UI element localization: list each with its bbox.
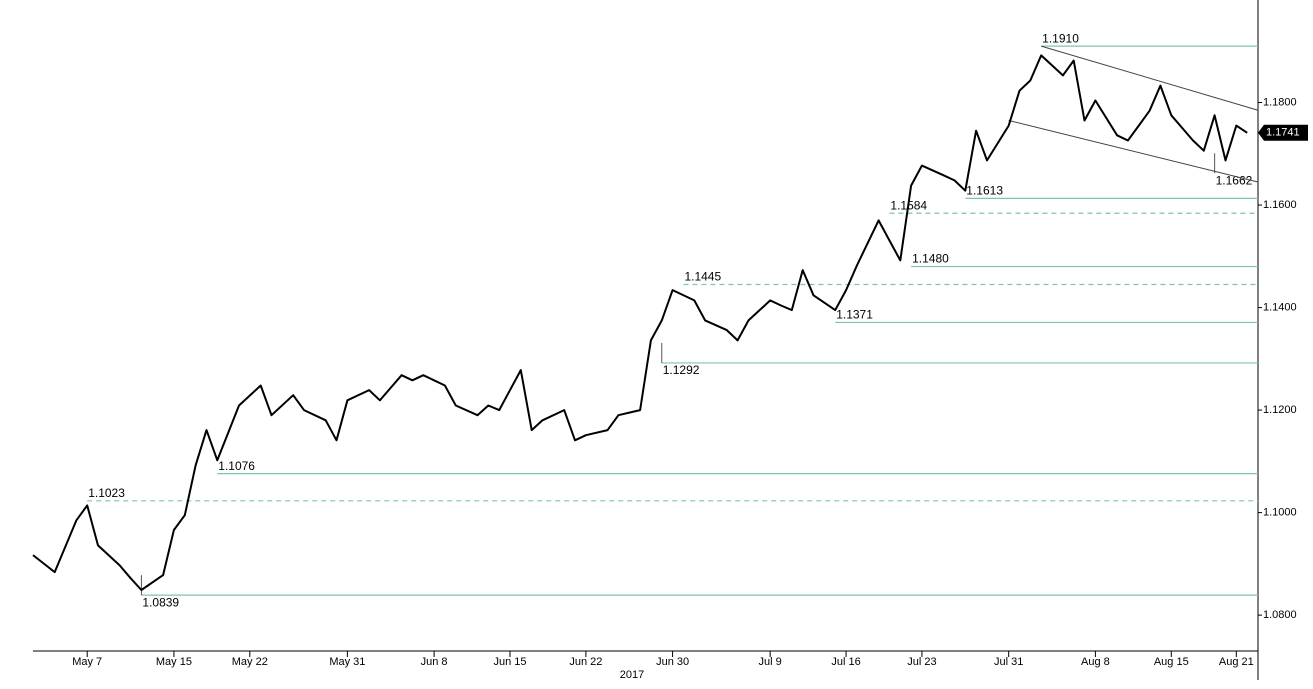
- x-tick-label: May 31: [329, 656, 365, 668]
- price-line: [32, 54, 1248, 591]
- level-label: 1.1662: [1216, 173, 1253, 187]
- level-label: 1.1292: [663, 363, 700, 377]
- last-price-tag: [1258, 124, 1308, 141]
- x-tick-label: May 7: [72, 656, 102, 668]
- last-price-label: 1.1741: [1266, 127, 1300, 139]
- y-tick-label: 1.1800: [1263, 96, 1297, 108]
- x-tick-label: May 15: [156, 656, 192, 668]
- trendline: [1041, 45, 1259, 111]
- y-tick-label: 1.1200: [1263, 404, 1297, 416]
- level-label: 1.1371: [836, 308, 873, 322]
- level-label: 1.1445: [684, 270, 721, 284]
- x-tick-label: Jul 16: [831, 656, 860, 668]
- x-tick-label: Aug 21: [1219, 656, 1254, 668]
- level-label: 1.1023: [88, 486, 125, 500]
- year-label: 2017: [620, 669, 644, 681]
- level-label: 1.1613: [966, 184, 1003, 198]
- x-tick-label: Jul 23: [907, 656, 936, 668]
- x-tick-label: Jun 15: [493, 656, 526, 668]
- y-tick-label: 1.1400: [1263, 301, 1297, 313]
- x-tick-label: Aug 8: [1081, 656, 1110, 668]
- x-tick-label: Jul 9: [759, 656, 782, 668]
- x-tick-label: Jun 8: [421, 656, 448, 668]
- level-label: 1.0839: [142, 595, 179, 609]
- level-label: 1.1910: [1042, 31, 1079, 45]
- x-tick-label: Aug 15: [1154, 656, 1189, 668]
- x-tick-label: Jun 30: [656, 656, 689, 668]
- x-tick-label: May 22: [232, 656, 268, 668]
- x-tick-label: Jun 22: [569, 656, 602, 668]
- y-tick-label: 1.1000: [1263, 507, 1297, 519]
- y-tick-label: 1.1600: [1263, 199, 1297, 211]
- level-label: 1.1076: [218, 459, 255, 473]
- trendline: [1008, 119, 1259, 183]
- y-tick-label: 1.0800: [1263, 609, 1297, 621]
- level-label: 1.1480: [912, 252, 949, 266]
- x-tick-label: Jul 31: [994, 656, 1023, 668]
